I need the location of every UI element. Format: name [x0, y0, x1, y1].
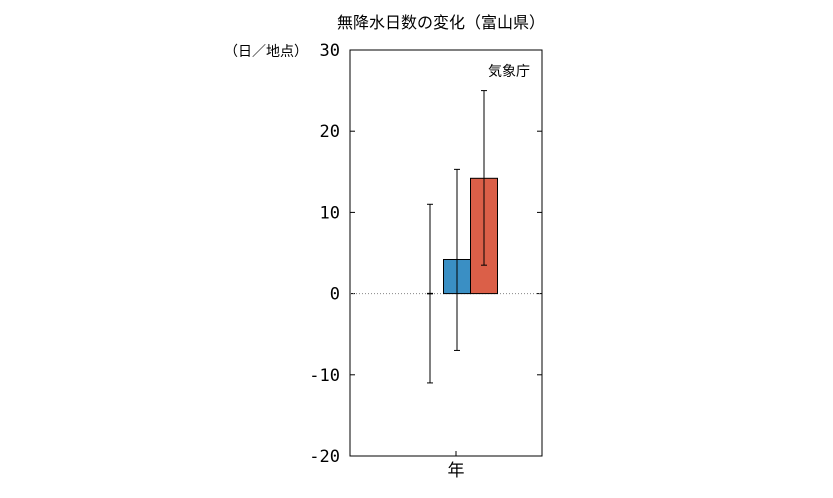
y-tick-label: 0 [330, 285, 340, 305]
plot-frame [349, 49, 543, 457]
y-tick-label: 10 [320, 203, 340, 223]
x-category-label: 年 [448, 461, 465, 481]
y-tick-label: 30 [320, 41, 340, 61]
bars [350, 90, 542, 384]
y-tick-label: -10 [309, 366, 340, 386]
y-axis-ticks: 30 20 10 0 -10 -20 [309, 41, 542, 467]
chart-title: 無降水日数の変化（富山県） [337, 13, 545, 32]
y-tick-label: 20 [320, 122, 340, 142]
y-axis-label: （日／地点） [224, 44, 308, 60]
source-label: 気象庁 [488, 64, 530, 80]
y-tick-label: -20 [309, 447, 340, 467]
